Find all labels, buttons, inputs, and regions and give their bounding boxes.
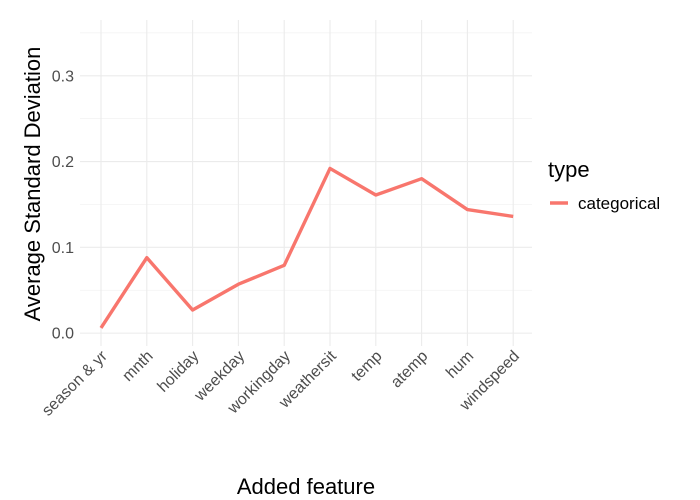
x-tick-labels: season & yr mnthholidayweekdayworkingdayw… [39,347,523,419]
y-tick-labels: 0.0 0.1 0.2 0.3 [52,68,74,342]
y-tick-label: 0.3 [52,68,74,85]
x-tick-label: mnth [119,348,156,385]
y-tick-label: 0.2 [52,154,74,171]
series-layer [99,166,514,329]
y-axis-title: Average Standard Deviation [20,47,45,322]
legend-label: categorical [578,194,660,213]
legend-items: categorical [550,194,660,213]
legend: type categorical [548,157,660,213]
major-gridlines [80,20,532,346]
legend-title: type [548,157,590,182]
y-tick-label: 0.0 [52,326,74,343]
x-tick-label: atemp [388,348,432,392]
y-tick-label: 0.1 [52,240,74,257]
x-axis-title: Added feature [237,474,375,499]
x-tick-label: season & yr [39,347,111,419]
x-tick-label: temp [348,348,385,385]
x-tick-label: hum [443,348,477,382]
minor-gridlines [80,32,532,291]
series-line [99,166,514,329]
